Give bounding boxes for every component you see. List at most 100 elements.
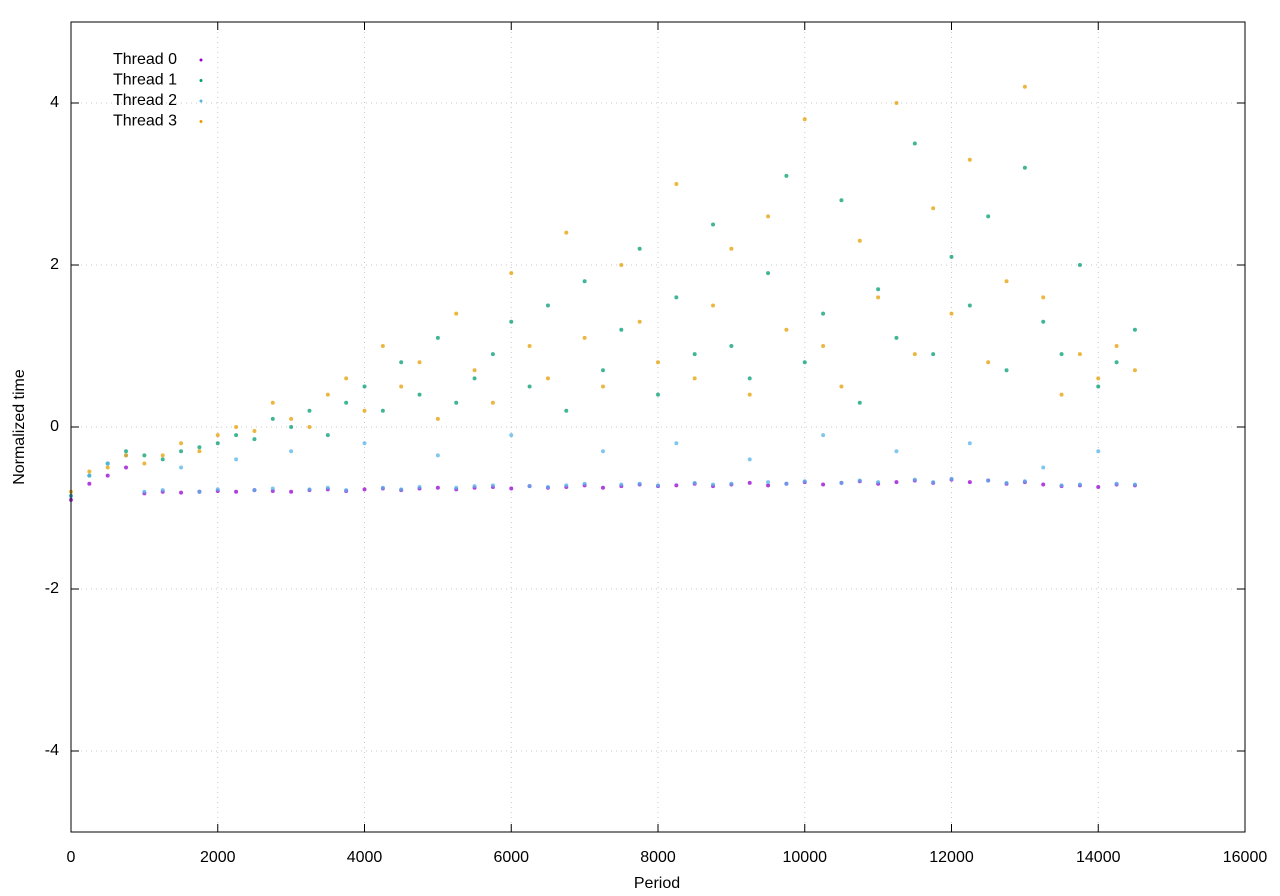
data-point xyxy=(160,453,165,458)
data-point xyxy=(711,222,716,227)
data-point xyxy=(270,400,275,405)
data-point xyxy=(124,453,129,458)
data-point xyxy=(729,481,734,486)
data-point xyxy=(399,384,404,389)
data-point xyxy=(197,489,202,494)
data-point xyxy=(1041,465,1046,470)
data-point xyxy=(435,335,440,340)
data-point xyxy=(894,480,899,485)
data-point xyxy=(105,461,110,466)
data-point xyxy=(289,416,294,421)
data-point xyxy=(802,479,807,484)
plot-frame xyxy=(70,21,1246,833)
y-axis-label: Normalized time xyxy=(11,369,28,485)
data-point xyxy=(821,482,826,487)
data-point xyxy=(766,480,771,485)
data-point xyxy=(509,271,514,276)
data-point xyxy=(1096,484,1101,489)
data-point xyxy=(802,360,807,365)
data-point xyxy=(766,214,771,219)
data-point xyxy=(417,392,422,397)
data-point xyxy=(435,453,440,458)
data-point xyxy=(179,490,184,495)
data-point xyxy=(802,117,807,122)
data-point xyxy=(179,465,184,470)
data-point xyxy=(949,311,954,316)
data-point xyxy=(949,476,954,481)
data-point xyxy=(344,400,349,405)
data-point xyxy=(747,376,752,381)
data-point xyxy=(179,449,184,454)
data-point xyxy=(105,465,110,470)
data-point xyxy=(1004,368,1009,373)
data-point xyxy=(380,408,385,413)
data-point xyxy=(564,408,569,413)
x-tick-label: 12000 xyxy=(929,849,974,866)
y-tick-label: 0 xyxy=(50,418,59,435)
data-point xyxy=(619,327,624,332)
data-point xyxy=(1022,165,1027,170)
data-point xyxy=(545,376,550,381)
data-point xyxy=(362,487,367,492)
data-point xyxy=(234,457,239,462)
data-point xyxy=(967,157,972,162)
data-point xyxy=(582,481,587,486)
data-point xyxy=(711,303,716,308)
data-point xyxy=(307,425,312,429)
data-point xyxy=(344,488,349,493)
data-point xyxy=(912,141,917,146)
data-point xyxy=(747,480,752,485)
data-point xyxy=(931,206,936,211)
data-point xyxy=(986,360,991,365)
x-tick-label: 16000 xyxy=(1223,849,1268,866)
data-point xyxy=(839,384,844,389)
x-tick-label: 2000 xyxy=(200,849,236,866)
legend-marker xyxy=(199,120,203,123)
data-point xyxy=(784,173,789,178)
data-point xyxy=(1059,352,1064,357)
data-point xyxy=(1077,263,1082,267)
data-point xyxy=(692,376,697,381)
data-point xyxy=(674,483,679,488)
data-point xyxy=(894,101,899,105)
data-point xyxy=(87,469,92,474)
data-point xyxy=(986,214,991,219)
data-point xyxy=(876,295,881,300)
data-point xyxy=(1077,352,1082,357)
legend-label: Thread 3 xyxy=(113,113,177,130)
data-point xyxy=(839,480,844,485)
data-point xyxy=(967,480,972,485)
data-point xyxy=(931,480,936,485)
data-point xyxy=(417,360,422,365)
data-point xyxy=(234,425,239,429)
data-point xyxy=(986,478,991,483)
data-point xyxy=(399,487,404,492)
data-point xyxy=(417,484,422,489)
data-point xyxy=(362,384,367,389)
data-point xyxy=(325,485,330,490)
data-point xyxy=(252,429,257,434)
data-point xyxy=(821,433,826,438)
data-point xyxy=(1022,84,1027,89)
data-point xyxy=(1041,295,1046,300)
data-point xyxy=(564,483,569,488)
data-point xyxy=(600,449,605,454)
data-point xyxy=(1077,482,1082,487)
data-point xyxy=(325,392,330,397)
data-point xyxy=(289,489,294,494)
data-point xyxy=(894,335,899,340)
data-point xyxy=(1114,481,1119,486)
data-point xyxy=(215,441,220,446)
data-point xyxy=(509,433,514,438)
legend-marker xyxy=(199,99,203,103)
legend-label: Thread 2 xyxy=(113,92,177,109)
data-point xyxy=(399,360,404,365)
data-point xyxy=(1022,479,1027,484)
data-point xyxy=(747,392,752,397)
data-point xyxy=(894,449,899,454)
data-point xyxy=(637,319,642,324)
data-point xyxy=(545,303,550,308)
data-point xyxy=(289,425,294,429)
x-tick-label: 0 xyxy=(67,849,76,866)
